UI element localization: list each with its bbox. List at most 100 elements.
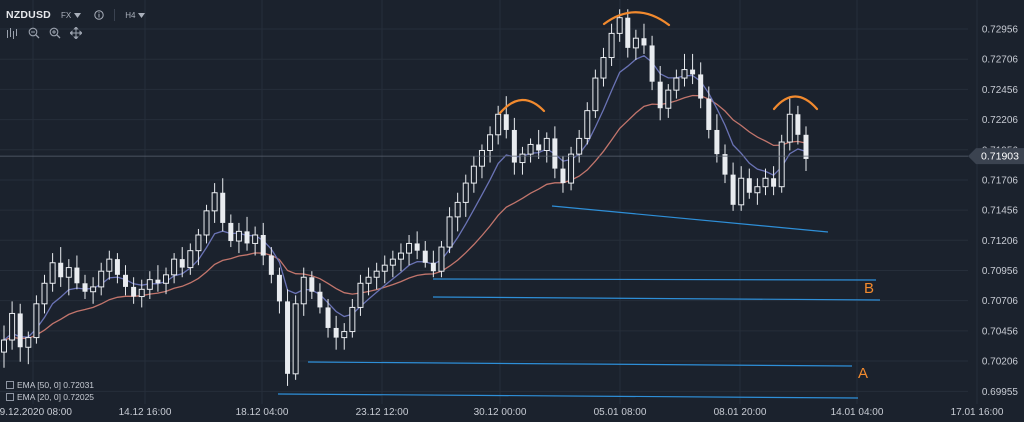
- candle-body: [187, 250, 194, 269]
- candle: [235, 222, 242, 254]
- trendline: [432, 296, 881, 301]
- candle-body: [244, 231, 250, 244]
- candle: [325, 298, 331, 338]
- time-tick-label: 14.12 16:00: [119, 407, 172, 418]
- current-price-label: 0.71903: [981, 151, 1019, 163]
- symbol-label[interactable]: NZDUSD: [6, 9, 51, 21]
- time-tick-label: 05.01 08:00: [594, 407, 647, 418]
- timeframe-selector[interactable]: H4: [125, 10, 146, 20]
- candle: [462, 174, 469, 217]
- time-tick-label: 08.01 20:00: [714, 407, 767, 418]
- candle: [478, 144, 485, 179]
- market-selector[interactable]: FX: [61, 11, 82, 20]
- pattern-arc: [602, 11, 671, 27]
- zoom-in-icon[interactable]: [49, 27, 61, 39]
- info-icon[interactable]: [91, 10, 104, 20]
- candle-body: [657, 81, 663, 109]
- candle-body: [503, 114, 509, 130]
- candle-body: [795, 114, 801, 135]
- candle: [333, 315, 339, 350]
- candle: [754, 178, 761, 205]
- candle-body: [90, 286, 97, 293]
- time-tick-label: 14.01 04:00: [831, 407, 884, 418]
- candle: [511, 117, 517, 175]
- candle: [49, 253, 56, 292]
- candle-body: [706, 98, 712, 130]
- price-tick-label: 0.71206: [982, 236, 1019, 247]
- candle-body: [74, 267, 80, 284]
- candle: [762, 168, 769, 196]
- candle-body: [235, 230, 242, 242]
- candle-body: [673, 77, 680, 91]
- candle: [389, 250, 396, 278]
- candle-body: [1, 339, 7, 353]
- candle-body: [625, 17, 631, 48]
- legend-ema-20-label: EMA [20, 0] 0.72025: [17, 392, 95, 402]
- candle: [657, 65, 663, 121]
- candle-body: [211, 192, 218, 212]
- candle: [536, 129, 542, 159]
- candle: [276, 267, 282, 314]
- candle: [422, 241, 428, 268]
- candle-body: [406, 242, 413, 254]
- candle: [600, 47, 607, 87]
- candle: [543, 132, 550, 163]
- price-tick-label: 0.71456: [982, 206, 1019, 217]
- candle-body: [681, 69, 688, 79]
- candle: [722, 144, 728, 184]
- candle: [244, 216, 250, 251]
- pattern-arc: [498, 98, 546, 115]
- candle: [349, 298, 356, 338]
- trendline: [277, 393, 859, 399]
- chevron-down-icon: [74, 12, 82, 18]
- price-tick-label: 0.71706: [982, 175, 1019, 186]
- price-tick-label: 0.70956: [982, 266, 1019, 277]
- candle: [397, 243, 404, 272]
- zoom-out-icon[interactable]: [28, 27, 40, 39]
- candle: [25, 331, 32, 365]
- head-and-shoulders-arcs: [498, 11, 819, 115]
- candle-body: [300, 276, 307, 305]
- legend-ema-50[interactable]: EMA [50, 0] 0.72031: [6, 380, 94, 390]
- candle: [414, 231, 420, 260]
- candle-body: [82, 283, 88, 292]
- candle: [778, 134, 785, 193]
- candle-body: [803, 134, 809, 159]
- legend-toggle-icon[interactable]: [6, 393, 14, 401]
- candle: [179, 247, 185, 278]
- candle-body: [58, 262, 64, 278]
- bars-icon[interactable]: [6, 27, 19, 39]
- price-tick-label: 0.70706: [982, 296, 1019, 307]
- candle: [454, 192, 461, 232]
- candle: [146, 271, 153, 299]
- candle-body: [203, 210, 210, 236]
- candle-body: [65, 267, 72, 278]
- candle-body: [276, 274, 282, 302]
- time-tick-label: 17.01 16:00: [951, 407, 1004, 418]
- legend-ema-20[interactable]: EMA [20, 0] 0.72025: [6, 392, 94, 402]
- candle: [341, 323, 348, 350]
- candle-body: [495, 113, 502, 136]
- candle-body: [41, 282, 48, 305]
- timeframe-label: H4: [125, 10, 136, 20]
- move-icon[interactable]: [70, 27, 82, 39]
- candle-body: [568, 153, 575, 184]
- candle-body: [146, 279, 153, 290]
- candle: [795, 105, 801, 145]
- candle: [625, 9, 631, 58]
- candle-body: [138, 288, 145, 298]
- price-tick-label: 0.72206: [982, 115, 1019, 126]
- legend-toggle-icon[interactable]: [6, 381, 14, 389]
- candle: [357, 274, 364, 316]
- candle-body: [730, 174, 736, 205]
- price-tick-label: 0.72456: [982, 85, 1019, 96]
- candle-body: [171, 258, 178, 276]
- chevron-down-icon: [138, 12, 146, 18]
- candlestick-series: [1, 9, 809, 386]
- candle: [9, 301, 16, 350]
- candle: [300, 267, 307, 316]
- candle: [106, 250, 113, 280]
- candle: [252, 226, 259, 256]
